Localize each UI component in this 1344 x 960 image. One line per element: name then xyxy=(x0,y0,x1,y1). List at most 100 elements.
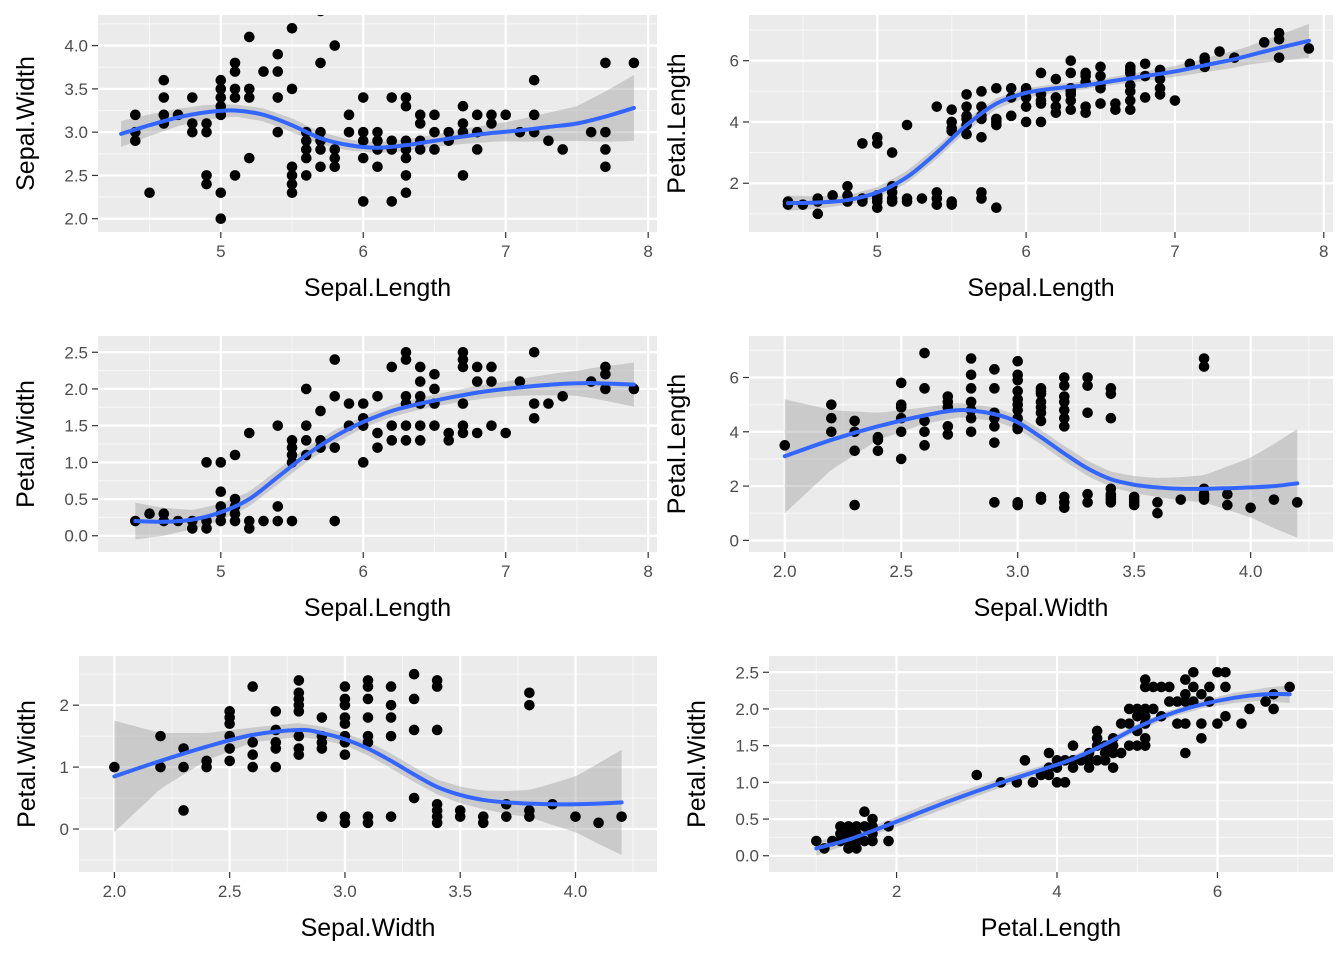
data-point xyxy=(849,499,860,511)
data-point xyxy=(1012,385,1024,397)
data-point xyxy=(130,109,141,121)
data-point xyxy=(329,390,341,402)
data-point xyxy=(965,353,977,364)
y-tick-label: 2.5 xyxy=(64,343,88,362)
data-point xyxy=(1154,89,1166,100)
data-point xyxy=(286,435,298,446)
x-tick-label: 4 xyxy=(1052,882,1061,901)
data-point xyxy=(1091,733,1103,744)
data-point xyxy=(1123,703,1135,715)
data-point xyxy=(1139,674,1151,685)
data-point xyxy=(429,109,440,121)
data-point xyxy=(293,706,305,717)
data-point xyxy=(600,368,611,380)
data-point xyxy=(1273,52,1285,63)
data-point xyxy=(443,435,455,446)
data-point xyxy=(357,457,369,468)
data-point xyxy=(842,180,853,192)
data-point xyxy=(600,57,611,69)
y-tick-label: 0.5 xyxy=(64,490,88,509)
data-point xyxy=(1180,718,1191,729)
data-point xyxy=(961,101,972,112)
data-point xyxy=(386,361,398,373)
data-point xyxy=(528,346,540,358)
data-point xyxy=(1245,502,1256,514)
data-point xyxy=(457,420,469,431)
data-point xyxy=(931,199,943,210)
data-point xyxy=(1035,67,1047,79)
data-point xyxy=(414,361,426,373)
data-point xyxy=(293,749,305,761)
data-point xyxy=(155,730,166,742)
data-point xyxy=(329,161,341,173)
data-point xyxy=(895,402,907,413)
data-point xyxy=(1164,696,1175,707)
y-tick-label: 0 xyxy=(730,531,739,550)
data-point xyxy=(386,196,398,207)
data-point xyxy=(201,457,212,468)
data-point xyxy=(965,396,977,408)
panel-clipped-layer xyxy=(782,23,1315,220)
data-point xyxy=(215,501,227,512)
data-point xyxy=(286,442,298,453)
data-point xyxy=(524,811,535,822)
data-point xyxy=(247,681,259,692)
data-point xyxy=(443,126,455,138)
data-point xyxy=(835,828,846,840)
data-point xyxy=(357,135,369,147)
data-point xyxy=(872,434,884,446)
data-point xyxy=(201,178,212,190)
data-point xyxy=(400,354,412,365)
x-axis-title: Petal.Length xyxy=(981,914,1121,942)
data-point xyxy=(1105,497,1117,508)
data-point xyxy=(1005,82,1017,94)
x-tick-label: 7 xyxy=(1170,242,1179,261)
data-point xyxy=(414,390,426,402)
data-point xyxy=(429,144,440,155)
data-point xyxy=(616,811,627,822)
data-point xyxy=(329,354,341,365)
data-point xyxy=(965,426,977,438)
data-point xyxy=(229,515,241,527)
data-point xyxy=(859,806,870,818)
data-point xyxy=(919,426,930,438)
data-point xyxy=(991,119,1002,131)
y-tick-label: 3.5 xyxy=(64,80,88,99)
data-point xyxy=(1147,703,1159,715)
data-point xyxy=(1128,499,1140,511)
data-point xyxy=(372,427,383,439)
panel-clipped-layer xyxy=(779,347,1303,538)
y-tick-label: 0.0 xyxy=(64,527,88,546)
x-tick-label: 6 xyxy=(1021,242,1030,261)
data-point xyxy=(849,445,860,457)
data-point xyxy=(178,761,189,773)
data-point xyxy=(600,126,611,138)
data-point xyxy=(400,92,412,103)
data-point xyxy=(501,811,512,822)
data-point xyxy=(1005,110,1017,122)
data-point xyxy=(471,361,483,373)
data-point xyxy=(385,811,397,822)
data-point xyxy=(339,817,351,829)
chart-panel-1: 5 6 7 8 2.0 2.5 3.0 3.5 4.0 Sepal.Length Sepal.Wid… xyxy=(12,15,657,302)
data-point xyxy=(600,144,611,155)
data-point xyxy=(1027,777,1039,788)
data-point xyxy=(272,92,284,103)
data-point xyxy=(1082,407,1093,419)
data-point xyxy=(1012,374,1024,386)
data-point xyxy=(1083,762,1095,773)
data-point xyxy=(989,497,1000,508)
data-point xyxy=(443,427,455,439)
data-point xyxy=(1131,703,1143,715)
data-point xyxy=(286,170,298,181)
chart-panel-3: 5 6 7 8 0.0 0.5 1.0 1.5 2.0 2.5 Sepal.Length Petal.… xyxy=(12,336,657,622)
data-point xyxy=(1105,388,1117,400)
data-point xyxy=(1164,681,1175,693)
data-point xyxy=(557,390,568,402)
panel-clipped-layer xyxy=(130,346,640,540)
data-point xyxy=(400,435,412,446)
data-point xyxy=(215,457,227,468)
data-point xyxy=(243,83,255,95)
chart-panel-2: 5 6 7 8 2 4 6 Sepal.Length Petal.Length xyxy=(663,15,1333,302)
